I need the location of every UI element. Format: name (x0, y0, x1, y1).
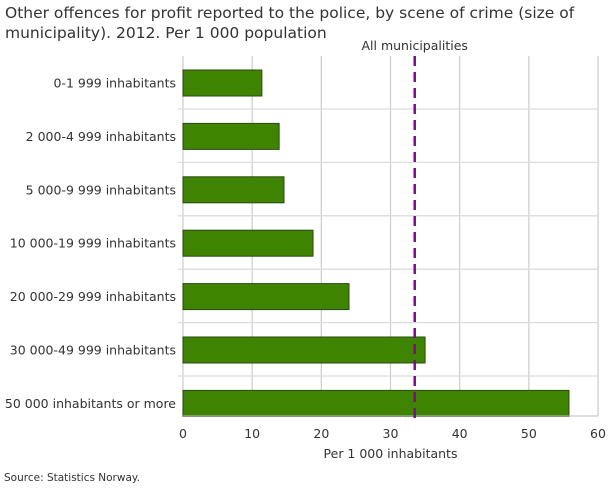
y-category-label: 20 000-29 999 inhabitants (10, 289, 176, 304)
x-tick-label: 40 (452, 426, 468, 441)
y-category-label: 50 000 inhabitants or more (5, 396, 176, 411)
bar (182, 283, 350, 311)
source-note: Source: Statistics Norway. (4, 472, 140, 484)
bar (182, 122, 280, 150)
chart-title: Other offences for profit reported to th… (5, 4, 575, 42)
x-tick-label: 30 (383, 426, 399, 441)
y-category-label: 0-1 999 inhabitants (53, 76, 176, 91)
y-category-label: 10 000-19 999 inhabitants (10, 236, 176, 251)
y-category-label: 5 000-9 999 inhabitants (26, 182, 176, 197)
x-tick-label: 50 (521, 426, 537, 441)
x-tick-label: 0 (179, 426, 187, 441)
y-category-label: 2 000-4 999 inhabitants (26, 129, 176, 144)
bar (182, 69, 263, 97)
bar (182, 389, 570, 417)
x-tick-label: 20 (313, 426, 329, 441)
bar (182, 336, 426, 364)
reference-line-label: All municipalities (361, 38, 467, 53)
x-tick-label: 10 (244, 426, 260, 441)
bar (182, 176, 285, 204)
x-axis-title: Per 1 000 inhabitants (324, 446, 458, 461)
x-tick-label: 60 (590, 426, 606, 441)
y-category-label: 30 000-49 999 inhabitants (10, 343, 176, 358)
bar (182, 229, 314, 257)
